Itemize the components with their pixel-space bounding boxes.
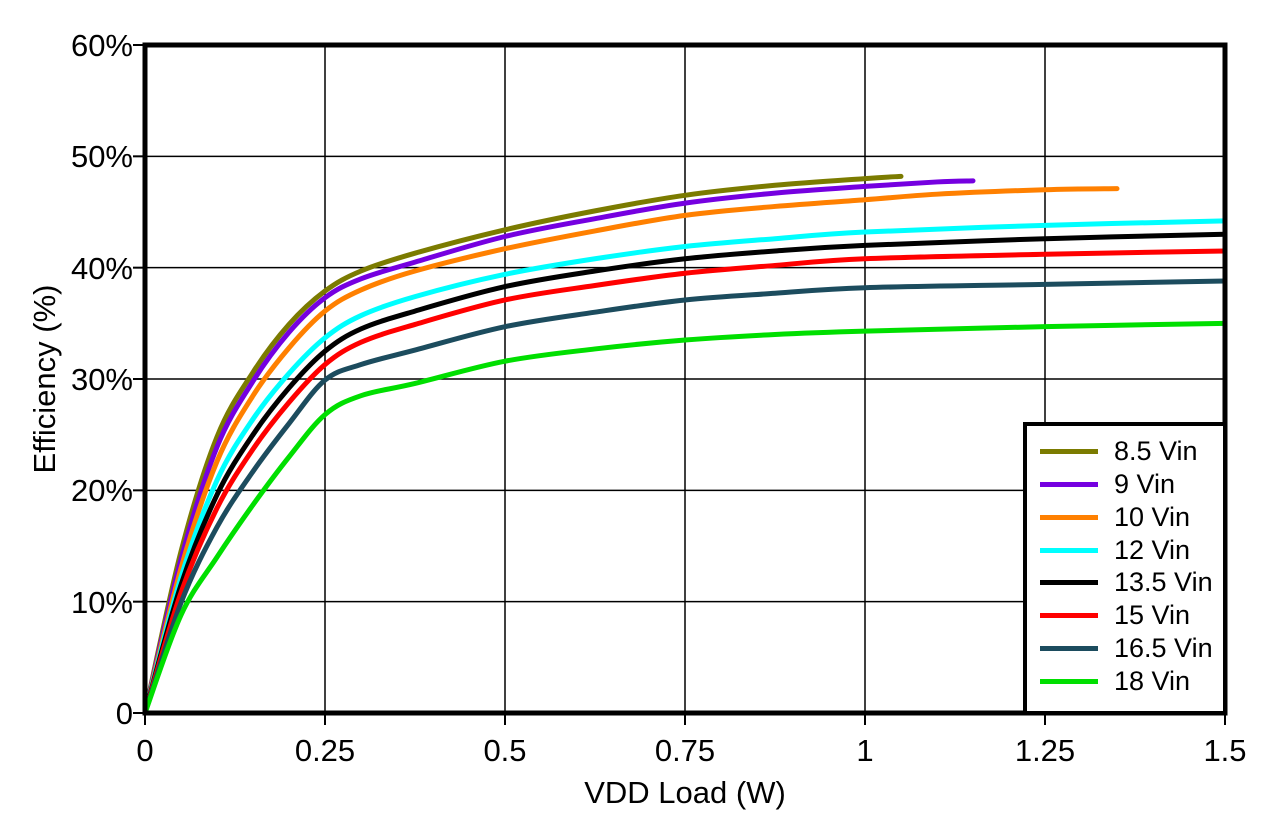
legend-label: 12 Vin [1114, 534, 1191, 565]
legend-label: 8.5 Vin [1114, 435, 1198, 466]
legend-swatch [1040, 514, 1098, 520]
legend-item-15-vin: 15 Vin [1027, 602, 1223, 629]
x-tick-label: 1 [856, 733, 874, 768]
series-line-13.5-vin [142, 231, 1228, 716]
y-tick-label: 20% [70, 473, 133, 509]
legend-swatch [1040, 613, 1098, 619]
legend-item-10-vin: 10 Vin [1027, 501, 1223, 532]
x-tick-label: 0.25 [294, 733, 356, 768]
legend-item-18-vin: 18 Vin [1027, 668, 1223, 695]
legend-swatch [1040, 547, 1098, 553]
legend-label: 18 Vin [1114, 666, 1191, 696]
legend: 8.5 Vin 9 Vin 10 Vin 12 Vin 13.5 Vin 15 Vin 16… [1023, 422, 1227, 715]
x-tick-label: 0.5 [483, 733, 527, 768]
y-tick-label: 60% [70, 28, 133, 63]
x-tick-label: 1.5 [1203, 733, 1247, 768]
y-axis-title: Efficiency (%) [27, 284, 62, 474]
legend-swatch [1040, 646, 1098, 652]
x-tick-label: 0 [136, 733, 154, 768]
legend-item-16.5-vin: 16.5 Vin [1027, 635, 1223, 662]
legend-label: 16.5 Vin [1114, 633, 1213, 664]
legend-item-8.5-vin: 8.5 Vin [1027, 435, 1223, 466]
series-line-10-vin [142, 186, 1120, 716]
x-tick-label: 0.75 [654, 733, 716, 768]
legend-swatch [1040, 580, 1098, 586]
series-line-9-vin [142, 178, 976, 716]
series-line-18-vin [142, 320, 1228, 716]
y-tick-label: 40% [70, 250, 133, 286]
y-tick-label: 0 [115, 696, 133, 731]
legend-label: 9 Vin [1114, 468, 1176, 499]
series-line-15-vin [142, 248, 1228, 716]
legend-label: 10 Vin [1114, 501, 1191, 532]
y-tick-label: 10% [70, 584, 133, 620]
legend-label: 15 Vin [1114, 600, 1191, 631]
series-line-12-vin [142, 218, 1228, 716]
legend-swatch [1040, 679, 1098, 684]
x-axis-title: VDD Load (W) [584, 775, 786, 810]
x-tick-label: 1.25 [1014, 733, 1076, 768]
y-tick-label: 50% [70, 139, 133, 175]
plot-border [142, 42, 1228, 716]
series-line-8.5-vin [142, 173, 904, 716]
legend-swatch [1040, 448, 1098, 454]
legend-item-12-vin: 12 Vin [1027, 534, 1223, 565]
legend-swatch [1040, 481, 1098, 487]
legend-item-13.5-vin: 13.5 Vin [1027, 569, 1223, 596]
legend-label: 13.5 Vin [1114, 567, 1213, 598]
legend-item-9-vin: 9 Vin [1027, 468, 1223, 499]
y-tick-label: 30% [70, 362, 133, 397]
series-line-16.5-vin [142, 278, 1228, 716]
